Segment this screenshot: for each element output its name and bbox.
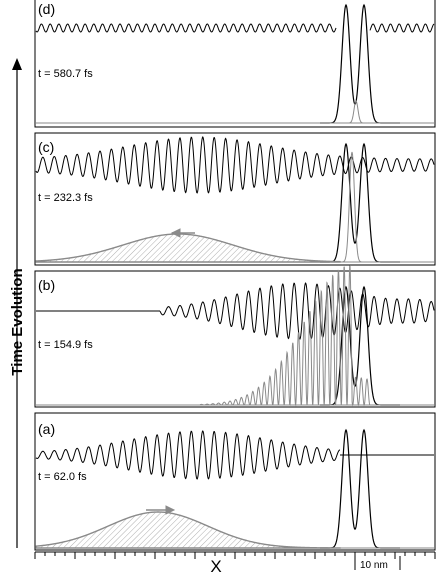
time-evolution-arrow: [12, 58, 22, 548]
time-label-c: t = 232.3 fs: [38, 192, 93, 204]
oscillation-curve-c: [35, 136, 435, 194]
panel-frames: [34, 0, 436, 551]
panel-frame-a: [34, 412, 436, 551]
packet-curve-a: [35, 511, 341, 549]
x-axis-label: X: [210, 557, 221, 574]
direction-arrowhead-a: [165, 505, 176, 515]
oscillation-curve-a: [35, 430, 340, 480]
well-curve-d: [320, 3, 400, 124]
y-axis-label: Time Evolution: [9, 268, 26, 375]
panel-frame-c: [34, 132, 436, 266]
time-label-a: t = 62.0 fs: [38, 471, 87, 483]
panel-label-b: (b): [38, 277, 55, 293]
panel-label-d: (d): [38, 1, 55, 17]
packet-oscillation-b: [199, 264, 371, 407]
packet-curve-d: [340, 100, 370, 124]
scale-bar-label: 10 nm: [360, 560, 388, 571]
curves-layer: [35, 3, 435, 549]
packet-curve-c: [35, 233, 341, 263]
well-curve-a: [320, 428, 400, 549]
panel-label-a: (a): [38, 421, 55, 437]
oscillation-curve-d: [35, 23, 337, 33]
oscillation-curve-b: [159, 282, 435, 340]
oscillation-curve-d-right: [369, 23, 435, 33]
panel-label-c: (c): [38, 139, 54, 155]
panel-frame-b: [34, 270, 436, 408]
well-curve-c: [320, 142, 400, 263]
panel-frame-d: [34, 0, 436, 128]
time-label-b: t = 154.9 fs: [38, 339, 93, 351]
time-label-d: t = 580.7 fs: [38, 68, 93, 80]
x-axis: [34, 551, 436, 559]
scale-bar: [354, 556, 401, 570]
direction-arrowhead-c: [170, 228, 181, 238]
